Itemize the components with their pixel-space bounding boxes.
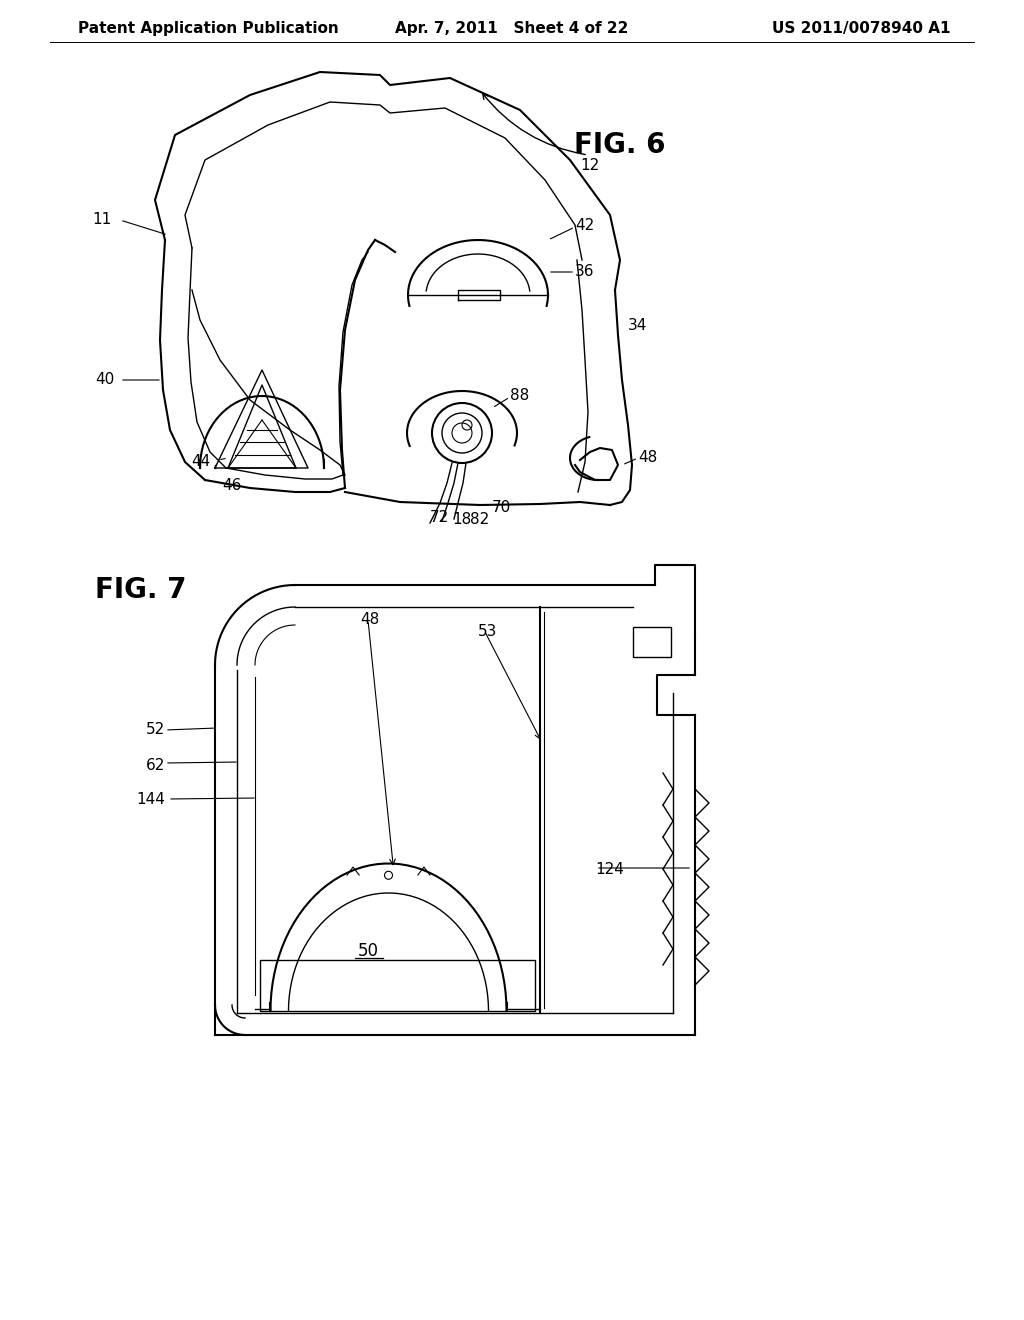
Text: US 2011/0078940 A1: US 2011/0078940 A1 [771, 21, 950, 36]
Text: 82: 82 [470, 512, 489, 528]
Text: 11: 11 [93, 213, 112, 227]
Text: 48: 48 [638, 450, 657, 466]
Text: 34: 34 [628, 318, 647, 333]
Text: Patent Application Publication: Patent Application Publication [78, 21, 339, 36]
Text: 36: 36 [575, 264, 595, 280]
Bar [260, 960, 535, 1011]
Bar [633, 627, 671, 657]
Text: 48: 48 [360, 612, 379, 627]
Text: 18: 18 [452, 512, 471, 528]
Text: 53: 53 [478, 624, 498, 639]
Text: 12: 12 [580, 157, 599, 173]
Text: Apr. 7, 2011   Sheet 4 of 22: Apr. 7, 2011 Sheet 4 of 22 [395, 21, 629, 36]
Text: 72: 72 [430, 510, 450, 524]
Text: 62: 62 [145, 758, 165, 772]
Text: 42: 42 [575, 218, 594, 232]
Text: 70: 70 [492, 500, 511, 516]
Text: FIG. 6: FIG. 6 [574, 131, 666, 158]
Text: 124: 124 [595, 862, 624, 878]
Text: FIG. 7: FIG. 7 [95, 576, 186, 605]
Text: 52: 52 [145, 722, 165, 738]
Text: 88: 88 [510, 388, 529, 403]
Text: 46: 46 [222, 478, 242, 492]
Text: 144: 144 [136, 792, 165, 808]
Text: 44: 44 [190, 454, 210, 470]
Text: 50: 50 [358, 942, 379, 960]
Text: 40: 40 [96, 372, 115, 388]
